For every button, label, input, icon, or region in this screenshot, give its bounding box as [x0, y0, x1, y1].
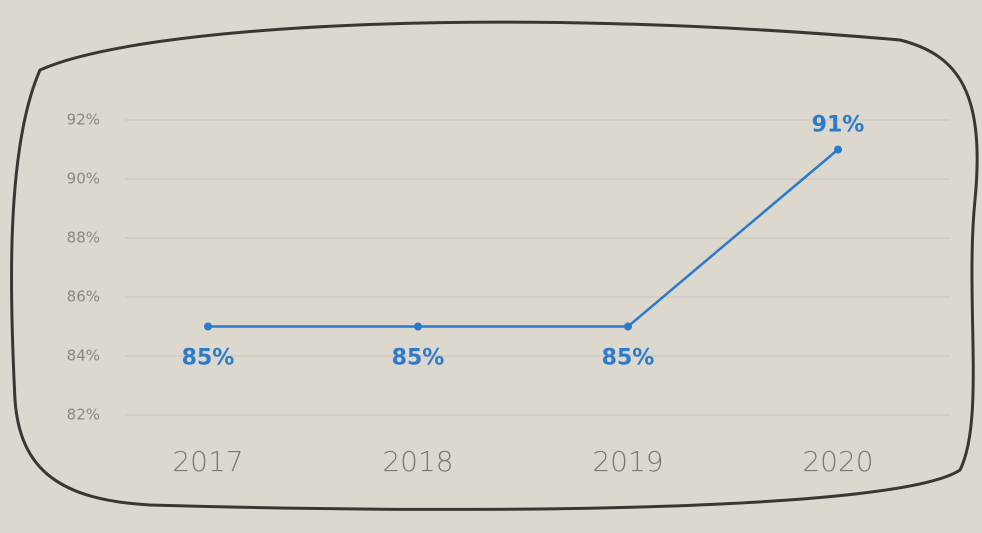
- x-tick-label: 2018: [382, 445, 453, 478]
- line: [208, 148, 839, 328]
- value-label: 85%: [392, 346, 445, 371]
- y-tick-label: 90%: [67, 170, 100, 188]
- point: [834, 145, 842, 154]
- y-tick-label: 82%: [67, 406, 100, 424]
- y-tick-label: 92%: [67, 111, 100, 129]
- x-tick-label: 2019: [592, 445, 663, 478]
- value-label: 85%: [602, 346, 655, 371]
- x-tick-label: 2020: [802, 445, 873, 478]
- value-label: 91%: [812, 113, 865, 138]
- y-tick-label: 86%: [67, 288, 100, 306]
- point: [204, 322, 212, 331]
- y-tick-label: 84%: [67, 347, 100, 365]
- value-label: 85%: [182, 346, 235, 371]
- point: [624, 322, 632, 331]
- y-tick-label: 88%: [67, 229, 100, 247]
- x-tick-label: 2017: [172, 445, 243, 478]
- frame: [9, 20, 979, 511]
- point: [414, 322, 422, 331]
